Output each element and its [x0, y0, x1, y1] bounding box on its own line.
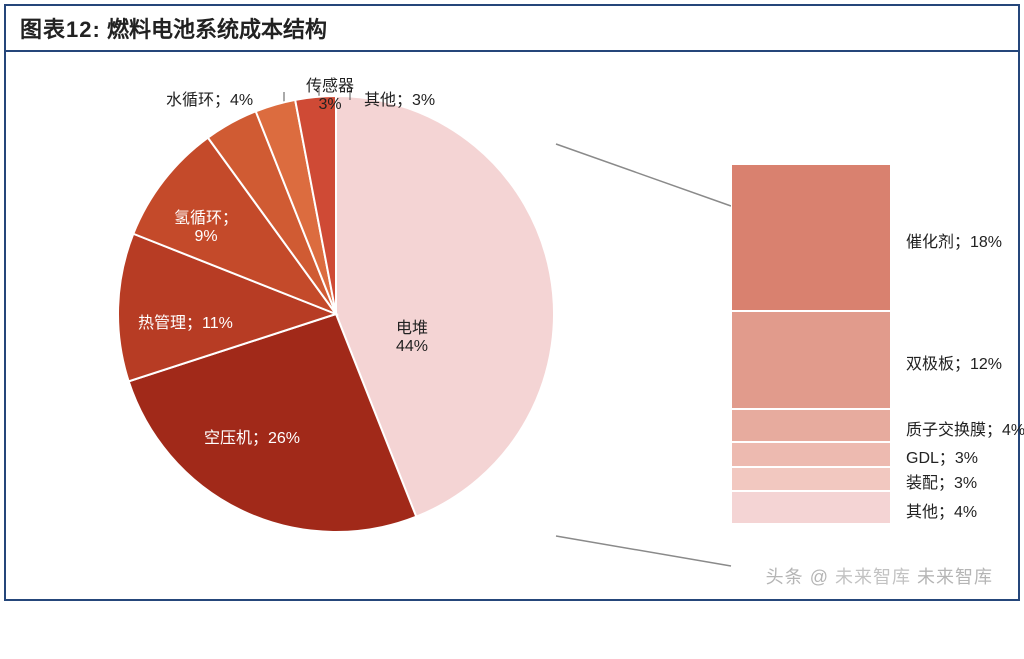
breakdown-label: 其他；4%: [906, 498, 977, 522]
chart-frame: 图表12: 燃料电池系统成本结构 电堆44% 空压机；26% 热管理；11% 氢循环；…: [4, 4, 1020, 601]
chart-number: 图表12:: [20, 17, 101, 42]
watermark-at: @: [810, 567, 829, 587]
breakdown-segment: [731, 164, 891, 311]
connector-line: [556, 536, 731, 566]
breakdown-segment: [731, 409, 891, 442]
breakdown-label: GDL；3%: [906, 444, 978, 468]
breakdown-segment: [731, 491, 891, 524]
chart-body: 电堆44% 空压机；26% 热管理；11% 氢循环；9% 水循环；4% 传感器3% 其他；3…: [6, 54, 1018, 599]
watermark-tail: 未来智库: [917, 567, 993, 587]
chart-title-bar: 图表12: 燃料电池系统成本结构: [6, 6, 1018, 52]
breakdown-bar: 催化剂；18%双极板；12%质子交换膜；4%GDL；3%装配；3%其他；4%: [731, 164, 891, 524]
breakdown-label: 装配；3%: [906, 469, 977, 493]
breakdown-label: 催化剂；18%: [906, 228, 1002, 252]
breakdown-segment: [731, 442, 891, 467]
pie-slice-label: 氢循环；9%: [174, 204, 238, 246]
connector-line: [556, 144, 731, 206]
breakdown-segment: [731, 311, 891, 409]
watermark-source: 头条: [766, 567, 804, 587]
chart-title: 燃料电池系统成本结构: [107, 17, 327, 42]
pie-slice-label: 空压机；26%: [204, 424, 300, 448]
breakdown-label: 质子交换膜；4%: [906, 416, 1024, 440]
pie-slice-label: 热管理；11%: [138, 309, 233, 333]
pie-slice-label: 传感器3%: [306, 72, 354, 114]
pie-slice-label: 电堆44%: [396, 314, 428, 356]
watermark: 头条 @ 未来智库 未来智库: [766, 563, 993, 589]
watermark-wx: 未来智库: [835, 567, 911, 587]
pie-slice-label: 其他；3%: [364, 86, 435, 110]
pie-slice-label: 水循环；4%: [166, 86, 253, 110]
breakdown-label: 双极板；12%: [906, 350, 1002, 374]
breakdown-segment: [731, 467, 891, 492]
pie-chart: 电堆44%空压机；26%热管理；11%氢循环；9%水循环；4%传感器3%其他；3…: [116, 94, 556, 534]
